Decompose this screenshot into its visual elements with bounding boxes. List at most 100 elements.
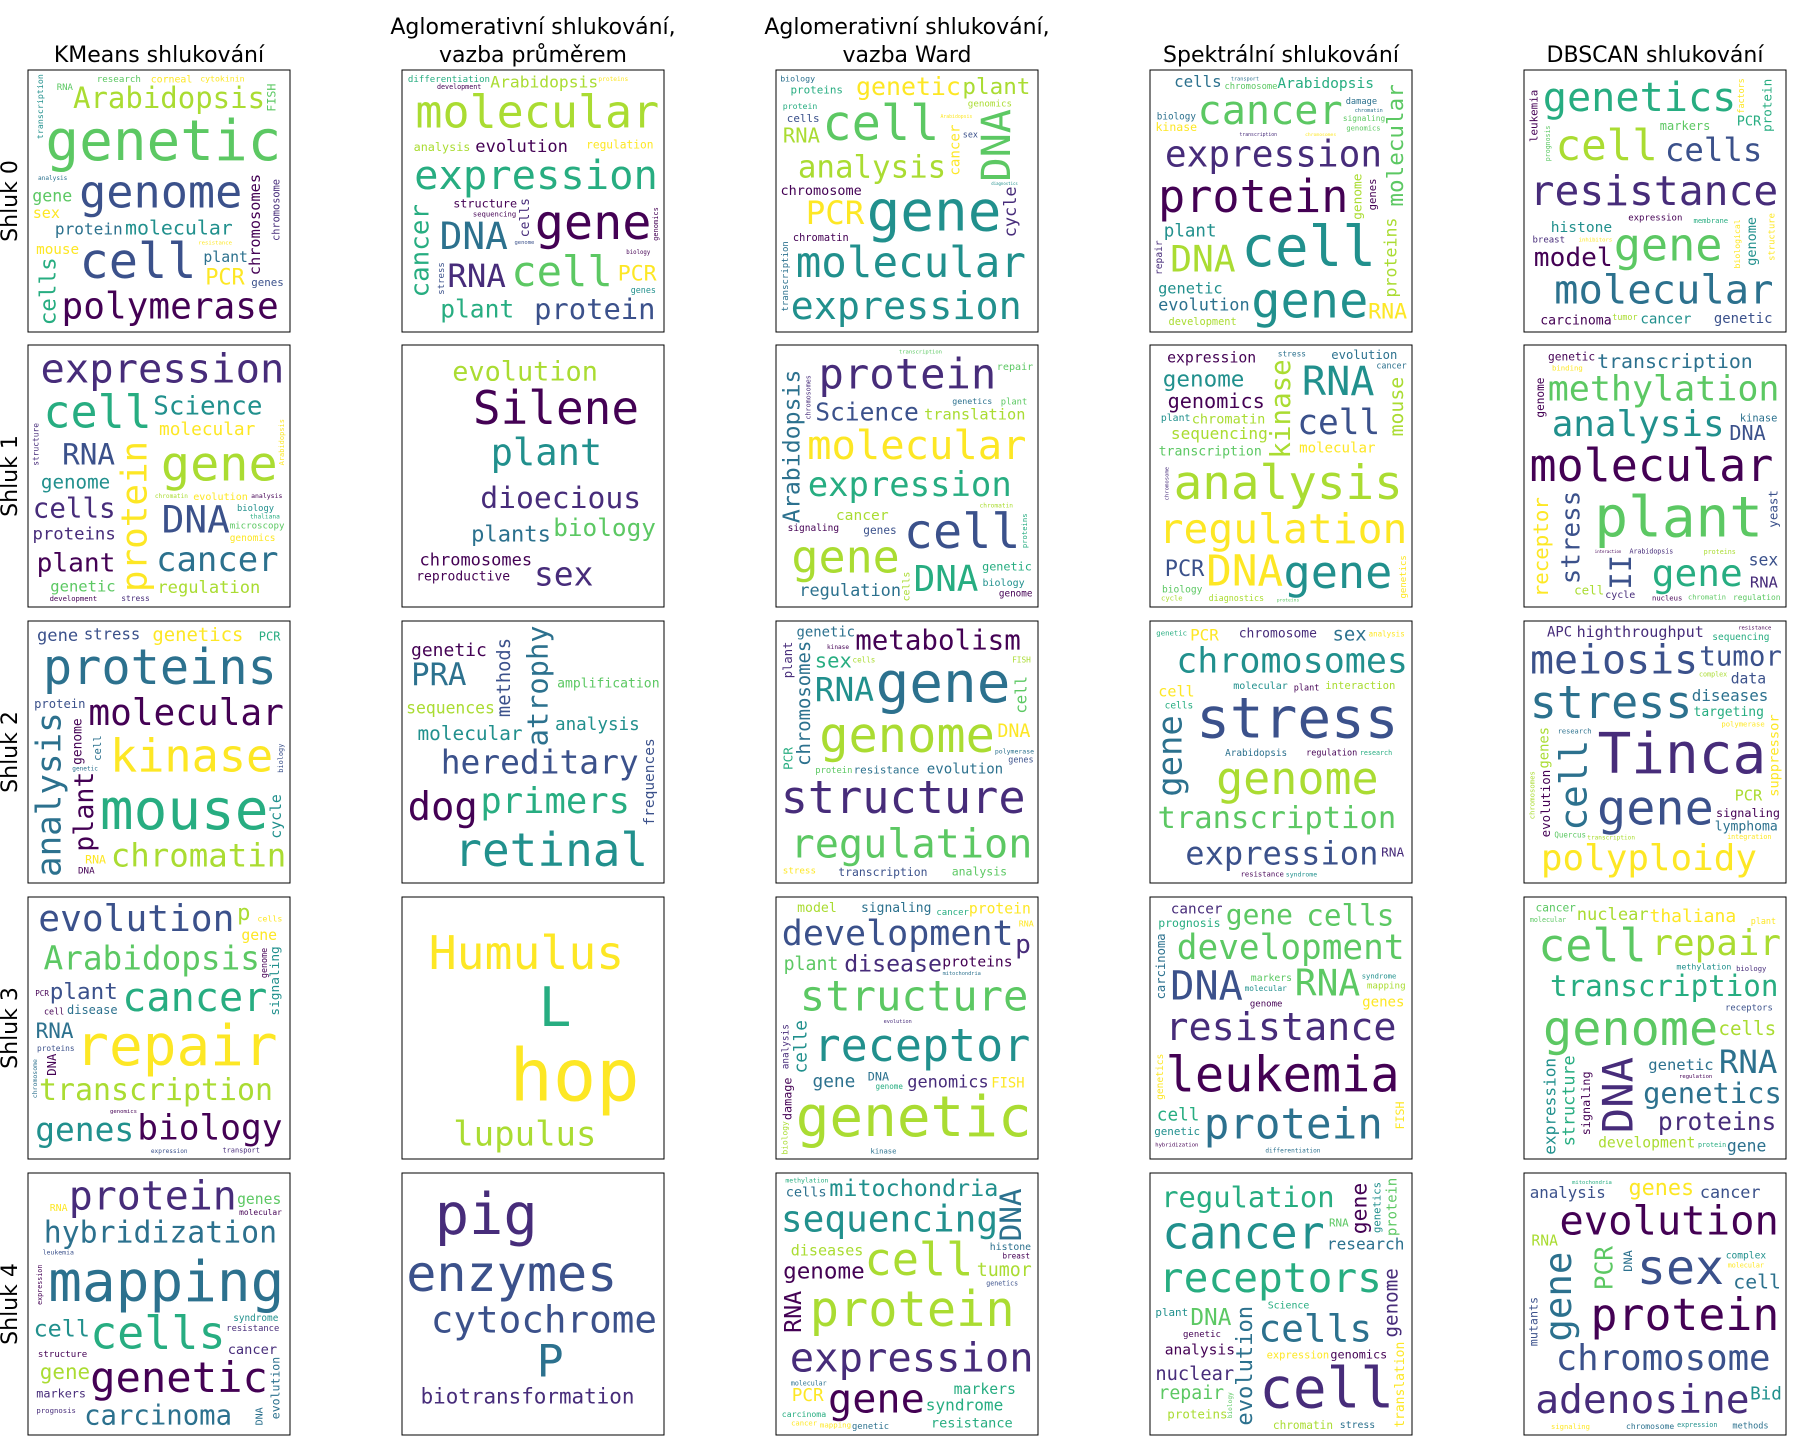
cloud-word: signaling bbox=[1579, 1071, 1593, 1135]
cloud-word: genomics bbox=[968, 98, 1012, 109]
cloud-word: dog bbox=[408, 785, 478, 830]
cloud-word: leukemia bbox=[1166, 1047, 1400, 1103]
cloud-word: biology bbox=[1157, 111, 1197, 122]
cloud-word: DNA bbox=[1170, 963, 1243, 1009]
cloud-word: repair bbox=[997, 362, 1033, 373]
cloud-word: chromosomes bbox=[1305, 132, 1336, 138]
cloud-word: cell bbox=[904, 504, 1021, 560]
cloud-word: cells bbox=[1306, 898, 1394, 932]
panel-frame bbox=[775, 69, 1039, 333]
cloud-word: genes bbox=[1629, 1176, 1695, 1201]
panel-frame bbox=[775, 344, 1039, 608]
cloud-word: stress bbox=[1530, 676, 1693, 729]
cloud-word: mitochondria bbox=[829, 1174, 998, 1202]
cloud-word: DNA bbox=[45, 1053, 59, 1076]
cloud-word: DNA bbox=[162, 497, 231, 541]
cloud-word: signaling bbox=[1716, 806, 1780, 820]
cloud-word: expression bbox=[36, 1265, 44, 1305]
cloud-word: genetic bbox=[982, 560, 1032, 574]
cloud-word: cycle bbox=[268, 794, 285, 839]
cloud-word: RNA bbox=[36, 1019, 74, 1043]
cloud-word: genomics bbox=[230, 533, 276, 544]
panel-frame bbox=[27, 896, 291, 1160]
cloud-word: gene bbox=[828, 1377, 925, 1423]
cloud-word: structure bbox=[1767, 213, 1777, 261]
cloud-word: evolution bbox=[1331, 348, 1397, 362]
cloud-word: PCR bbox=[618, 261, 657, 286]
cloud-word: genome bbox=[876, 1082, 904, 1091]
cloud-word: RNA bbox=[780, 1291, 807, 1333]
cloud-word: evolution bbox=[452, 356, 598, 387]
cloud-word: research bbox=[1327, 1235, 1405, 1254]
cloud-word: p bbox=[237, 900, 250, 926]
panel-frame bbox=[1523, 620, 1787, 884]
cloud-word: analysis bbox=[1165, 1342, 1235, 1359]
cloud-word: genome bbox=[70, 718, 85, 765]
cloud-word: chromatin bbox=[155, 493, 188, 500]
cloud-word: expression bbox=[1677, 1421, 1717, 1429]
cloud-word: cell bbox=[1241, 215, 1376, 280]
cloud-word: development bbox=[782, 914, 1014, 954]
cloud-word: cancer bbox=[1171, 902, 1223, 918]
cloud-word: chromatin bbox=[111, 837, 287, 875]
row-label: Shluk 0 bbox=[0, 160, 23, 242]
cloud-word: Science bbox=[815, 397, 919, 426]
cloud-word: evolution bbox=[1538, 770, 1553, 838]
cloud-word: interaction bbox=[1595, 549, 1622, 554]
cloud-word: plant bbox=[1751, 916, 1776, 926]
cloud-word: transport bbox=[223, 1147, 260, 1155]
cloud-word: analysis bbox=[251, 492, 282, 500]
cloud-word: transcription bbox=[35, 74, 45, 139]
cloud-word: genetics bbox=[1155, 1054, 1166, 1100]
cloud-word: Arabidopsis bbox=[1225, 748, 1287, 759]
cloud-word: gene bbox=[1614, 219, 1723, 272]
cloud-word: polymerase bbox=[1721, 719, 1764, 728]
cloud-word: proteins bbox=[598, 76, 628, 83]
cloud-word: cell bbox=[1556, 122, 1658, 171]
cloud-word: Arabidopsis bbox=[1630, 547, 1674, 555]
cloud-word: expression bbox=[41, 345, 285, 393]
cloud-word: RNA bbox=[1329, 1216, 1349, 1229]
cloud-word: regulation bbox=[799, 580, 901, 600]
cloud-word: regulation bbox=[1679, 1074, 1712, 1080]
cloud-word: genome bbox=[1534, 377, 1547, 417]
cloud-word: syndrome bbox=[926, 1395, 1004, 1414]
cloud-word: damage bbox=[781, 1077, 795, 1120]
cloud-word: cell bbox=[43, 385, 151, 438]
cloud-word: cells bbox=[1258, 1306, 1372, 1350]
cloud-word: evolution bbox=[1559, 1196, 1778, 1244]
cloud-word: frequences bbox=[642, 738, 658, 825]
cloud-word: analysis bbox=[30, 712, 70, 877]
cloud-word: polyploidy bbox=[1541, 838, 1757, 879]
cloud-word: signaling bbox=[788, 523, 839, 534]
cloud-word: transcription bbox=[1550, 969, 1778, 1003]
cloud-word: complex bbox=[1726, 1250, 1767, 1261]
cloud-word: lupulus bbox=[453, 1115, 596, 1155]
cloud-word: evolution bbox=[884, 1019, 912, 1025]
cloud-word: proteins bbox=[1167, 1407, 1227, 1422]
cloud-word: kinase bbox=[110, 730, 273, 783]
cloud-word: cells bbox=[1174, 72, 1222, 91]
cloud-word: stress bbox=[121, 594, 150, 603]
cloud-word: plant bbox=[1164, 222, 1217, 242]
cloud-word: regulation bbox=[586, 138, 653, 151]
cloud-word: PCR bbox=[1190, 626, 1219, 645]
cloud-word: repair bbox=[1154, 240, 1165, 275]
cloud-word: plant bbox=[69, 772, 100, 852]
cloud-word: lymphoma bbox=[1715, 819, 1778, 834]
cloud-word: evolution bbox=[1232, 1306, 1258, 1426]
cloud-word: chromosome bbox=[270, 179, 282, 241]
cloud-word: hop bbox=[510, 1034, 640, 1118]
cloud-word: regulation bbox=[1306, 749, 1357, 759]
cloud-word: sex bbox=[1749, 551, 1779, 570]
cloud-word: genomics bbox=[110, 1109, 137, 1115]
cloud-word: RNA bbox=[50, 1203, 68, 1214]
cloud-word: diseases bbox=[1692, 686, 1769, 705]
cloud-word: stress bbox=[84, 625, 140, 643]
cloud-word: RNA bbox=[1295, 962, 1361, 1005]
cloud-word: RNA bbox=[1750, 573, 1779, 591]
